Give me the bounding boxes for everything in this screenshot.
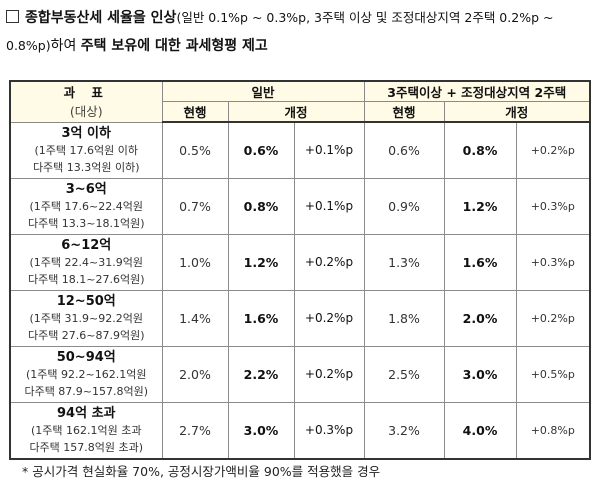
headline-end: 주택 보유에 대한 과세형평 제고	[80, 38, 268, 54]
multi-current: 3.2%	[363, 401, 445, 460]
headline-line: 종합부동산세 세율을 인상(일반 0.1%p ~ 0.3%p, 3주택 이상 및…	[6, 4, 594, 60]
multi-revised-header: 개정	[443, 101, 591, 123]
bracket-note: (1주택 17.6억원 이하	[34, 143, 139, 157]
bracket-cell: 50~94억 (1주택 92.2~162.1억원 다주택 87.9~157.8억…	[9, 345, 163, 403]
headline-title: 종합부동산세 세율을 인상	[25, 10, 177, 26]
general-current: 2.7%	[161, 401, 229, 460]
general-revised: 3.0%	[227, 401, 295, 460]
multi-revised: 1.2%	[443, 177, 517, 235]
table-row: 12~50억 (1주택 31.9~92.2억원 다주택 27.6~87.9억원)…	[9, 289, 591, 347]
multi-delta: +0.3%p	[515, 233, 591, 291]
bracket-range: 12~50억	[56, 293, 116, 309]
bracket-note: 다주택 157.8억원 초과)	[29, 440, 144, 454]
table-row: 50~94억 (1주택 92.2~162.1억원 다주택 87.9~157.8억…	[9, 345, 591, 403]
general-delta: +0.2%p	[293, 233, 365, 291]
bracket-note: 다주택 13.3억원 이하)	[32, 160, 140, 174]
general-group-header: 일반	[161, 80, 365, 102]
bracket-note: (1주택 162.1억원 초과	[31, 423, 142, 437]
general-current: 0.7%	[161, 177, 229, 235]
multi-revised: 0.8%	[443, 121, 517, 179]
general-delta: +0.2%p	[293, 345, 365, 403]
headline: 종합부동산세 세율을 인상(일반 0.1%p ~ 0.3%p, 3주택 이상 및…	[6, 4, 594, 60]
bracket-header: 과 표 (대상)	[9, 80, 163, 123]
bracket-header-sub: (대상)	[69, 103, 103, 119]
general-current: 1.4%	[161, 289, 229, 347]
general-revised: 2.2%	[227, 345, 295, 403]
multi-current-header: 현행	[363, 101, 445, 123]
multi-revised: 3.0%	[443, 345, 517, 403]
bracket-note: (1주택 92.2~162.1억원	[26, 367, 147, 381]
general-delta: +0.1%p	[293, 121, 365, 179]
bracket-note: (1주택 22.4~31.9억원	[29, 255, 143, 269]
general-revised: 1.2%	[227, 233, 295, 291]
multi-delta: +0.3%p	[515, 177, 591, 235]
bracket-note: (1주택 17.6~22.4억원	[29, 199, 143, 213]
general-delta: +0.1%p	[293, 177, 365, 235]
multi-revised: 2.0%	[443, 289, 517, 347]
multi-revised: 4.0%	[443, 401, 517, 460]
general-delta: +0.2%p	[293, 289, 365, 347]
multi-revised: 1.6%	[443, 233, 517, 291]
bracket-header-title: 과 표	[63, 84, 109, 100]
general-current: 2.0%	[161, 345, 229, 403]
bracket-note: (1주택 31.9~92.2억원	[29, 311, 143, 325]
headline-mid: 하여	[50, 38, 81, 54]
multi-current: 2.5%	[363, 345, 445, 403]
general-current: 1.0%	[161, 233, 229, 291]
multi-delta: +0.2%p	[515, 121, 591, 179]
multi-current: 0.9%	[363, 177, 445, 235]
multi-current: 1.8%	[363, 289, 445, 347]
general-revised: 0.6%	[227, 121, 295, 179]
bracket-range: 94억 초과	[57, 405, 116, 421]
table-row: 6~12억 (1주택 22.4~31.9억원 다주택 18.1~27.6억원) …	[9, 233, 591, 291]
multi-delta: +0.8%p	[515, 401, 591, 460]
bracket-cell: 6~12억 (1주택 22.4~31.9억원 다주택 18.1~27.6억원)	[9, 233, 163, 291]
general-revised-header: 개정	[227, 101, 365, 123]
bracket-range: 6~12억	[61, 237, 112, 253]
general-current-header: 현행	[161, 101, 229, 123]
multi-current: 1.3%	[363, 233, 445, 291]
multi-delta: +0.5%p	[515, 345, 591, 403]
multi-group-header: 3주택이상 + 조정대상지역 2주택	[363, 80, 591, 102]
general-revised: 0.8%	[227, 177, 295, 235]
bracket-note: 다주택 27.6~87.9억원)	[27, 328, 145, 342]
bracket-cell: 3~6억 (1주택 17.6~22.4억원 다주택 13.3~18.1억원)	[9, 177, 163, 235]
bracket-cell: 3억 이하 (1주택 17.6억원 이하 다주택 13.3억원 이하)	[9, 121, 163, 179]
checkbox-square-icon	[6, 10, 19, 23]
table-row: 3~6억 (1주택 17.6~22.4억원 다주택 13.3~18.1억원) 0…	[9, 177, 591, 235]
bracket-cell: 94억 초과 (1주택 162.1억원 초과 다주택 157.8억원 초과)	[9, 401, 163, 460]
multi-delta: +0.2%p	[515, 289, 591, 347]
headline-detail: (일반 0.1%p ~ 0.3%p, 3주택 이상 및 조정대상지역 2주택 0…	[6, 10, 554, 53]
bracket-note: 다주택 87.9~157.8억원)	[24, 384, 149, 398]
table-row: 3억 이하 (1주택 17.6억원 이하 다주택 13.3억원 이하) 0.5%…	[9, 121, 591, 179]
bracket-range: 3~6억	[65, 181, 107, 197]
tax-rate-table: 과 표 (대상) 일반 3주택이상 + 조정대상지역 2주택 현행 개정 현행 …	[9, 80, 592, 460]
general-delta: +0.3%p	[293, 401, 365, 460]
general-current: 0.5%	[161, 121, 229, 179]
footnote: * 공시가격 현실화율 70%, 공정시장가액비율 90%를 적용했을 경우	[22, 464, 381, 479]
multi-current: 0.6%	[363, 121, 445, 179]
bracket-note: 다주택 13.3~18.1억원)	[27, 216, 145, 230]
bracket-cell: 12~50억 (1주택 31.9~92.2억원 다주택 27.6~87.9억원)	[9, 289, 163, 347]
bracket-note: 다주택 18.1~27.6억원)	[27, 272, 145, 286]
general-revised: 1.6%	[227, 289, 295, 347]
bracket-range: 3억 이하	[61, 125, 111, 141]
table-row: 94억 초과 (1주택 162.1억원 초과 다주택 157.8억원 초과) 2…	[9, 401, 591, 460]
bracket-range: 50~94억	[56, 349, 116, 365]
